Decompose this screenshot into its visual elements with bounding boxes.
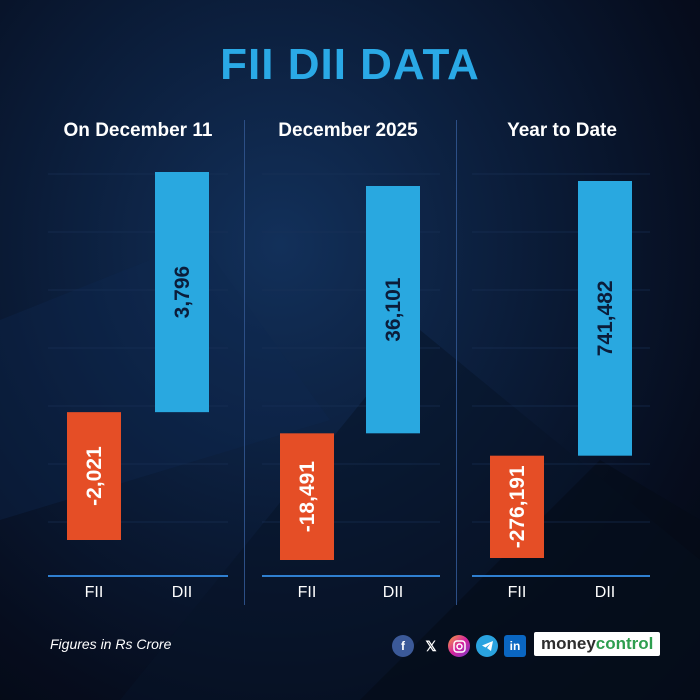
category-label: DII: [595, 584, 615, 601]
panel-divider: [244, 120, 245, 605]
panel-title-month: December 2025: [278, 120, 418, 141]
category-label: DII: [172, 584, 192, 601]
linkedin-icon[interactable]: in: [504, 635, 526, 657]
data-label-dii: 741,482: [594, 280, 617, 356]
bar-fii: [280, 433, 334, 560]
data-label-dii: 36,101: [382, 277, 405, 342]
instagram-icon[interactable]: [448, 635, 470, 657]
bar-fii: [490, 455, 544, 558]
x-icon[interactable]: 𝕏: [425, 637, 437, 654]
page-title: FII DII DATA: [220, 40, 480, 89]
bar-dii: [366, 186, 420, 434]
moneycontrol-logo: money control: [534, 632, 661, 656]
data-label-fii: -276,191: [506, 465, 529, 548]
data-label-dii: 3,796: [171, 266, 194, 319]
panel-title-day: On December 11: [63, 120, 213, 141]
panel-divider: [456, 120, 457, 605]
category-label: FII: [298, 584, 317, 601]
data-label-fii: -2,021: [83, 446, 106, 506]
telegram-icon[interactable]: [476, 635, 498, 657]
category-label: FII: [508, 584, 527, 601]
category-label: FII: [85, 584, 104, 601]
bar-fii: [67, 412, 121, 540]
panel-title-ytd: Year to Date: [507, 120, 617, 141]
bar-dii: [578, 181, 632, 456]
facebook-icon[interactable]: f: [392, 635, 414, 657]
bar-dii: [155, 172, 209, 413]
category-label: DII: [383, 584, 403, 601]
data-label-fii: -18,491: [296, 461, 319, 533]
footnote: Figures in Rs Crore: [50, 636, 172, 652]
